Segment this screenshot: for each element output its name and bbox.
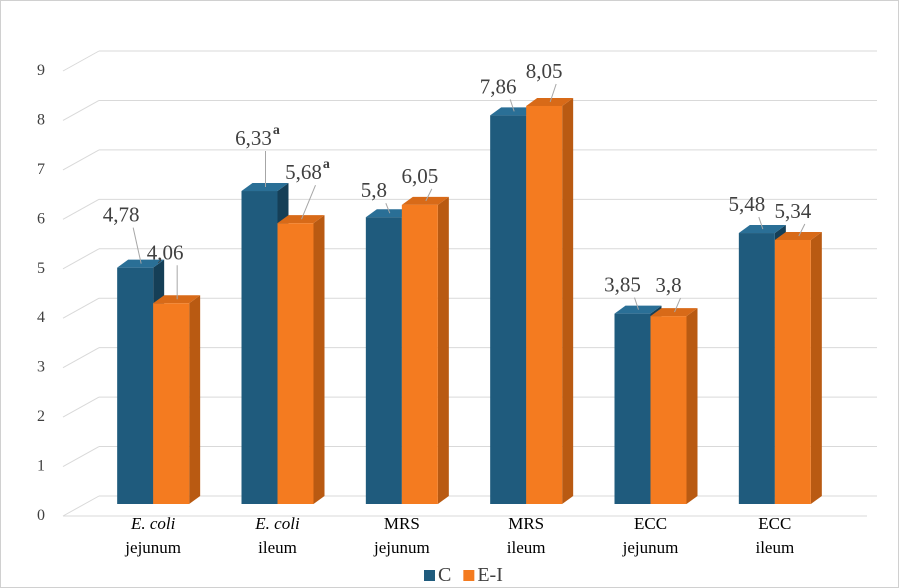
bar-C-0 <box>117 267 154 504</box>
data-label-E-I-4: 3,8 <box>655 273 681 297</box>
y-tick-label-4: 4 <box>37 309 45 326</box>
bar-top-E-I-1 <box>277 215 325 224</box>
gridline-side-2 <box>62 396 100 418</box>
data-label-C-4: 3,85 <box>604 273 641 297</box>
y-tick-label-6: 6 <box>37 210 45 227</box>
y-tick-label-5: 5 <box>37 260 45 277</box>
data-label-E-I-3: 8,05 <box>526 59 563 83</box>
x-tick-label-line1-0: E. coli <box>130 514 176 533</box>
x-tick-label-line2-1: ileum <box>258 538 297 557</box>
data-label-E-I-2: 6,05 <box>401 164 438 188</box>
bar-E-I-0 <box>153 303 190 504</box>
y-tick-label-3: 3 <box>37 359 45 376</box>
bar-top-E-I-2 <box>401 196 449 205</box>
leader-line-E-I-3 <box>549 83 557 103</box>
x-tick-label-line1-5: ECC <box>758 514 791 533</box>
bar-C-5 <box>738 233 775 505</box>
gridline-side-1 <box>62 446 100 467</box>
data-label-C-0: 4,78 <box>103 203 140 227</box>
legend-swatch-C <box>424 570 435 581</box>
bar-side-E-I-0 <box>189 295 201 504</box>
gridline-side-6 <box>62 198 100 220</box>
bar-E-I-3 <box>526 105 563 504</box>
legend-label-C: C <box>438 564 451 586</box>
data-label-C-2: 5,8 <box>361 178 387 202</box>
leader-line-E-I-1 <box>301 184 316 220</box>
leader-line-C-2 <box>385 203 391 214</box>
x-tick-label-line1-2: MRS <box>384 514 420 533</box>
gridline-side-9 <box>62 50 100 72</box>
leader-line-C-0 <box>132 227 142 264</box>
bar-E-I-2 <box>401 204 438 504</box>
data-label-E-I-5: 5,34 <box>774 199 811 223</box>
leader-line-C-5 <box>758 216 764 230</box>
bar-C-1 <box>241 191 278 504</box>
bar-C-2 <box>365 217 402 504</box>
leader-line-C-3 <box>509 99 515 112</box>
data-label-sup-C-1: a <box>273 123 280 138</box>
y-tick-label-7: 7 <box>37 161 45 178</box>
gridline-side-5 <box>62 248 100 270</box>
bar-top-E-I-4 <box>650 308 698 317</box>
leader-line-C-4 <box>634 297 639 310</box>
x-tick-label-line1-1: E. coli <box>254 514 300 533</box>
bar-E-I-1 <box>277 223 314 504</box>
bar-top-E-I-3 <box>526 97 574 106</box>
bar-side-E-I-4 <box>686 308 698 504</box>
data-label-E-I-0: 4,06 <box>147 240 184 264</box>
data-label-E-I-1: 5,68 <box>285 160 322 184</box>
bar-side-E-I-2 <box>437 196 449 504</box>
bar-side-E-I-1 <box>313 215 325 504</box>
y-tick-label-0: 0 <box>37 507 45 524</box>
bar-C-3 <box>490 115 527 504</box>
bar-side-E-I-3 <box>562 97 574 504</box>
y-tick-label-9: 9 <box>37 62 45 79</box>
x-tick-label-line1-4: ECC <box>634 514 667 533</box>
legend-label-E-I: E-I <box>477 564 503 586</box>
x-tick-label-line2-0: jejunum <box>124 538 181 557</box>
bar-side-E-I-5 <box>810 231 822 504</box>
x-tick-label-line2-3: ileum <box>507 538 546 557</box>
y-tick-label-1: 1 <box>37 458 45 475</box>
x-tick-label-line2-4: jejunum <box>622 538 679 557</box>
data-label-C-3: 7,86 <box>480 74 517 98</box>
data-label-C-1: 6,33 <box>235 126 272 150</box>
data-label-sup-E-I-1: a <box>323 157 330 172</box>
gridline-side-4 <box>62 297 100 319</box>
gridline-side-7 <box>62 149 100 171</box>
gridline-side-3 <box>62 347 100 369</box>
y-tick-label-8: 8 <box>37 111 45 128</box>
leader-line-E-I-5 <box>798 223 806 237</box>
x-tick-label-line2-2: jejunum <box>373 538 430 557</box>
data-label-C-5: 5,48 <box>728 192 765 216</box>
gridline-side-0 <box>62 495 100 517</box>
bar-E-I-4 <box>650 316 687 504</box>
bar-E-I-5 <box>774 239 811 504</box>
x-tick-label-line2-5: ileum <box>755 538 794 557</box>
leader-line-E-I-4 <box>674 297 681 313</box>
leader-line-E-I-2 <box>425 188 433 202</box>
bar-top-E-I-5 <box>774 231 822 240</box>
y-tick-label-2: 2 <box>37 408 45 425</box>
gridline-side-8 <box>62 100 100 121</box>
bar-C-4 <box>614 313 651 504</box>
x-tick-label-line1-3: MRS <box>508 514 544 533</box>
legend-swatch-E-I <box>463 570 475 581</box>
